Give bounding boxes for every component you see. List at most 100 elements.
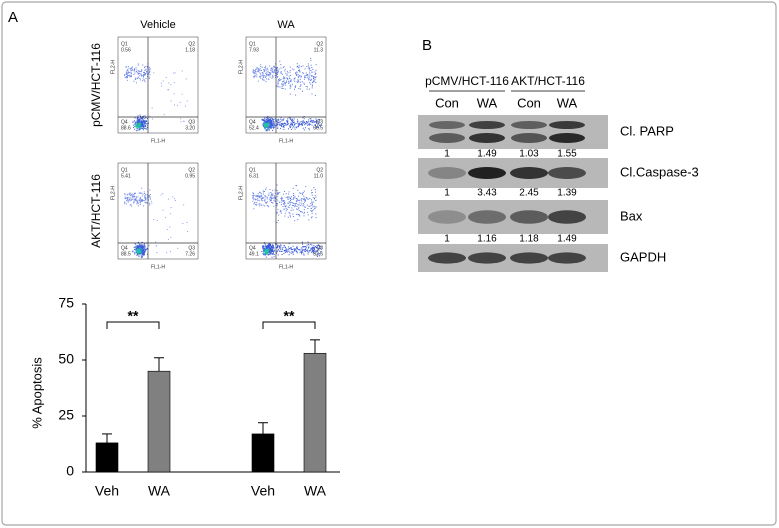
event-dot xyxy=(307,74,309,75)
event-dot xyxy=(280,125,282,126)
event-dot xyxy=(264,205,266,207)
event-dot xyxy=(147,253,148,255)
event-dot xyxy=(277,192,279,194)
event-dot xyxy=(307,241,309,243)
event-dot xyxy=(124,196,126,198)
event-dot xyxy=(269,244,271,246)
band-quantification: 1.49 xyxy=(557,234,577,245)
event-dot xyxy=(280,79,282,80)
event-dot xyxy=(304,76,305,78)
event-dot xyxy=(130,68,132,70)
event-dot xyxy=(141,199,143,201)
event-dot xyxy=(282,203,284,205)
event-dot xyxy=(133,74,135,76)
event-dot xyxy=(316,249,318,251)
event-dot xyxy=(277,74,278,75)
event-dot xyxy=(310,79,311,81)
event-dot xyxy=(258,69,260,71)
event-dot xyxy=(264,121,266,123)
event-dot xyxy=(253,77,255,79)
quadrant-value: 11.0 xyxy=(314,173,324,179)
event-dot xyxy=(127,65,129,67)
event-dot xyxy=(285,205,287,207)
event-dot xyxy=(149,198,151,200)
event-dot xyxy=(304,123,306,125)
event-dot xyxy=(307,65,309,67)
event-dot xyxy=(137,73,139,75)
event-dot xyxy=(280,118,282,120)
event-dot xyxy=(300,76,302,78)
event-dot xyxy=(317,127,319,128)
event-dot xyxy=(310,64,312,66)
event-dot xyxy=(313,78,315,80)
event-dot xyxy=(133,124,135,126)
event-dot xyxy=(295,72,297,74)
event-dot xyxy=(263,197,265,199)
event-dot xyxy=(273,72,275,74)
event-dot xyxy=(273,65,275,67)
event-dot xyxy=(276,123,278,125)
event-dot xyxy=(317,126,319,128)
event-dot xyxy=(279,201,280,203)
event-dot xyxy=(297,66,299,68)
event-dot xyxy=(258,205,260,207)
event-dot xyxy=(299,78,301,80)
event-dot xyxy=(304,206,306,208)
event-dot xyxy=(257,197,259,199)
event-dot xyxy=(270,117,272,119)
event-dot xyxy=(255,73,257,75)
event-dot xyxy=(263,70,265,72)
event-dot xyxy=(271,76,273,78)
event-dot xyxy=(125,66,127,68)
event-dot xyxy=(304,75,306,77)
event-dot xyxy=(264,243,266,245)
event-dot xyxy=(277,193,278,194)
event-dot xyxy=(139,198,141,200)
event-dot xyxy=(135,198,136,200)
event-dot xyxy=(143,254,145,256)
column-header: WA xyxy=(277,19,295,31)
event-dot xyxy=(300,199,302,201)
event-dot xyxy=(262,75,264,77)
event-dot xyxy=(292,122,294,124)
event-dot xyxy=(148,245,150,246)
event-dot xyxy=(279,86,281,88)
event-dot xyxy=(304,76,306,78)
event-dot xyxy=(138,124,140,126)
event-dot xyxy=(273,70,275,72)
event-dot xyxy=(263,71,265,73)
event-dot xyxy=(267,125,269,127)
event-dot xyxy=(138,73,140,74)
event-dot xyxy=(278,119,280,121)
quadrant-name: Q1 xyxy=(249,41,256,47)
event-dot xyxy=(141,245,143,247)
event-dot xyxy=(257,68,259,70)
event-dot xyxy=(319,125,321,127)
event-dot xyxy=(309,121,311,123)
event-dot xyxy=(269,74,271,76)
event-dot xyxy=(134,249,136,250)
event-dot xyxy=(295,203,297,204)
event-dot xyxy=(311,82,313,84)
event-dot xyxy=(266,123,268,125)
event-dot xyxy=(304,249,306,251)
event-dot xyxy=(129,195,131,197)
event-dot xyxy=(283,209,285,211)
event-dot xyxy=(296,71,298,73)
event-dot xyxy=(313,187,315,189)
event-dot xyxy=(135,198,137,200)
event-dot xyxy=(269,249,271,251)
event-dot xyxy=(266,125,268,127)
event-dot xyxy=(315,196,317,198)
event-dot xyxy=(134,123,136,125)
event-dot xyxy=(132,250,134,252)
event-dot xyxy=(138,199,140,201)
event-dot xyxy=(291,83,293,85)
x-axis-label: FL1-H xyxy=(151,138,165,144)
event-dot xyxy=(273,195,275,197)
event-dot xyxy=(296,202,298,204)
event-dot xyxy=(287,122,289,124)
quadrant-name: Q3 xyxy=(188,245,195,251)
event-dot xyxy=(160,82,162,84)
event-dot xyxy=(304,246,306,248)
